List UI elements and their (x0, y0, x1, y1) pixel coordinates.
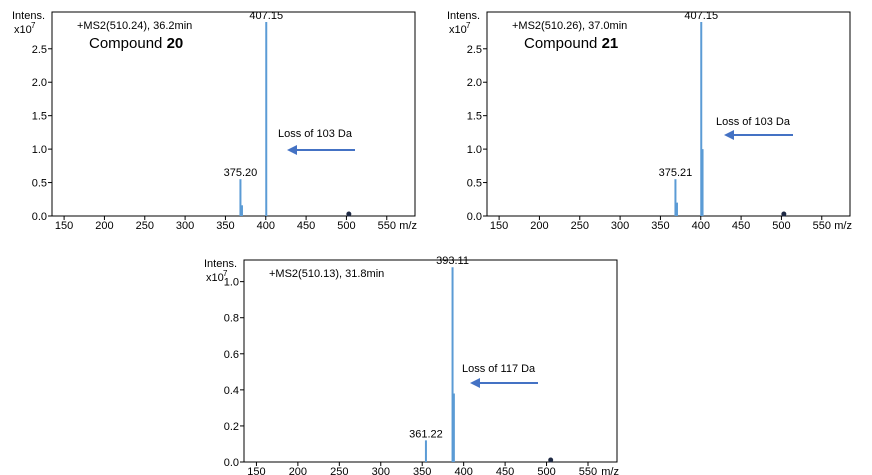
y-axis-label: Intens. (12, 10, 45, 22)
peak-label: 375.21 (659, 167, 693, 179)
spectrum-chart-1: Intens. x10 7 0.0 0.5 1.0 1.5 2.0 2.5 150 200 250 30… (12, 10, 417, 232)
x-tick-label: 550 (378, 220, 396, 232)
x-tick-label: 300 (611, 220, 629, 232)
plot-frame (486, 11, 851, 217)
x-tick-label: 150 (55, 220, 73, 232)
y-scale-label: x10 (14, 24, 32, 36)
x-axis-label: m/z (399, 220, 417, 232)
x-tick-label: 250 (330, 466, 348, 475)
x-tick-label: 150 (490, 220, 508, 232)
x-tick-label: 500 (337, 220, 355, 232)
x-tick-label: 200 (530, 220, 548, 232)
y-tick-label: 0.5 (32, 178, 47, 190)
y-tick-label: 1.0 (467, 144, 482, 156)
x-tick-label: 300 (176, 220, 194, 232)
y-tick-label: 0.0 (467, 211, 482, 223)
x-tick-label: 450 (297, 220, 315, 232)
x-tick-label: 200 (95, 220, 113, 232)
peak-label: 407.15 (684, 10, 718, 22)
y-tick-label: 2.5 (467, 44, 482, 56)
scan-info-label: +MS2(510.13), 31.8min (269, 268, 384, 280)
precursor-marker (781, 211, 787, 217)
precursor-marker (346, 211, 352, 217)
x-tick-label: 150 (247, 466, 265, 475)
compound-label: Compound 21 (524, 35, 618, 52)
x-tick-label: 350 (216, 220, 234, 232)
y-scale-label: x10 (449, 24, 467, 36)
y-tick-label: 2.0 (467, 77, 482, 89)
y-scale-label: x10 (206, 272, 224, 284)
x-tick-label: 550 (813, 220, 831, 232)
y-tick-label: 1.0 (32, 144, 47, 156)
y-tick-label: 0.2 (224, 421, 239, 433)
x-tick-label: 450 (732, 220, 750, 232)
y-tick-label: 0.0 (224, 457, 239, 469)
y-tick-label: 0.0 (32, 211, 47, 223)
y-scale-exponent: 7 (31, 21, 36, 30)
peak-label: 407.15 (249, 10, 283, 22)
y-tick-label: 0.5 (467, 178, 482, 190)
x-tick-label: 550 (579, 466, 597, 475)
peak-label: 361.22 (409, 428, 443, 440)
compound-label: Compound 20 (89, 35, 183, 52)
peak-label: 393.11 (436, 255, 469, 267)
plot-frame (51, 11, 416, 217)
loss-annotation: Loss of 117 Da (462, 363, 536, 375)
y-axis-label: Intens. (447, 10, 480, 22)
plot-frame (243, 259, 618, 463)
x-tick-label: 200 (289, 466, 307, 475)
x-tick-label: 500 (772, 220, 790, 232)
y-axis-label: Intens. (204, 258, 237, 270)
loss-annotation: Loss of 103 Da (278, 128, 353, 140)
loss-arrow-head (470, 378, 480, 388)
x-tick-label: 400 (257, 220, 275, 232)
x-tick-label: 400 (454, 466, 472, 475)
loss-annotation: Loss of 103 Da (716, 116, 791, 128)
x-axis-label: m/z (601, 466, 619, 475)
x-tick-label: 350 (651, 220, 669, 232)
spectrum-chart-3: Intens. x10 7 0.0 0.2 0.4 0.6 0.8 1.0 150 200 250 30… (204, 255, 619, 475)
y-scale-exponent: 7 (466, 21, 471, 30)
y-tick-label: 0.4 (224, 385, 239, 397)
y-tick-label: 0.6 (224, 349, 239, 361)
y-tick-label: 2.0 (32, 77, 47, 89)
y-tick-label: 1.5 (32, 111, 47, 123)
x-tick-label: 500 (537, 466, 555, 475)
x-tick-label: 450 (496, 466, 514, 475)
x-tick-label: 400 (692, 220, 710, 232)
y-tick-label: 2.5 (32, 44, 47, 56)
peak-label: 375.20 (224, 167, 258, 179)
loss-arrow-head (287, 145, 297, 155)
precursor-marker (548, 457, 554, 463)
x-tick-label: 250 (571, 220, 589, 232)
loss-arrow-head (724, 130, 734, 140)
scan-info-label: +MS2(510.24), 36.2min (77, 20, 192, 32)
x-tick-label: 300 (372, 466, 390, 475)
x-tick-label: 350 (413, 466, 431, 475)
scan-info-label: +MS2(510.26), 37.0min (512, 20, 627, 32)
y-scale-exponent: 7 (223, 269, 228, 278)
y-tick-label: 0.8 (224, 313, 239, 325)
x-axis-label: m/z (834, 220, 852, 232)
y-tick-label: 1.0 (224, 277, 239, 289)
x-tick-label: 250 (136, 220, 154, 232)
spectrum-chart-2: Intens. x10 7 0.0 0.5 1.0 1.5 2.0 2.5 150 200 250 30… (447, 10, 852, 232)
y-tick-label: 1.5 (467, 111, 482, 123)
